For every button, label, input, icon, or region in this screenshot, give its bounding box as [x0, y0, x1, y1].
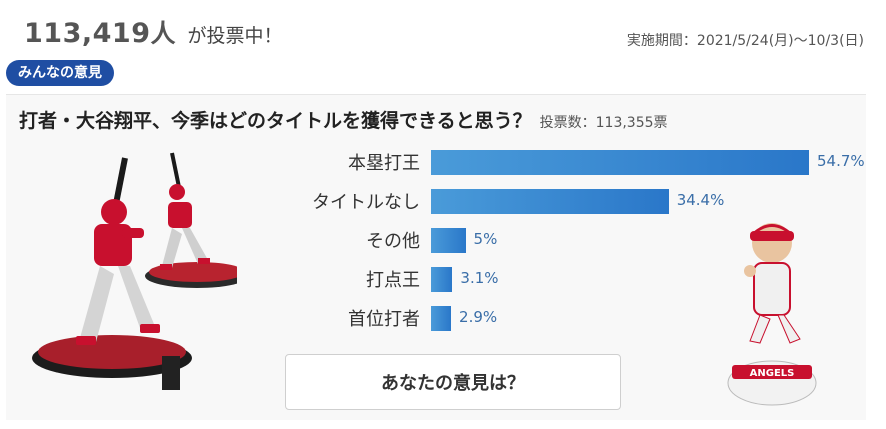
category-label: 首位打者 — [348, 309, 420, 330]
result-bar — [431, 267, 453, 292]
category-label: 本塁打王 — [348, 153, 420, 174]
category-label: その他 — [366, 231, 420, 252]
result-bar — [431, 306, 452, 331]
poll-question: 打者・大谷翔平、今季はどのタイトルを獲得できると思う？ 投票数：113,355票 — [19, 106, 668, 133]
voter-count-header: 113,419 人 が投票中！ — [24, 14, 283, 50]
question-text: 打者・大谷翔平、今季はどのタイトルを獲得できると思う？ — [19, 110, 532, 132]
result-bar — [431, 228, 466, 253]
category-label: タイトルなし — [312, 192, 420, 213]
percentage-label: 34.4% — [676, 191, 725, 209]
bobble-base-text: ANGELS — [750, 368, 795, 379]
percentage-label: 2.9% — [459, 308, 498, 326]
result-row: 本塁打王 54.7% — [290, 147, 870, 177]
result-row: 首位打者 2.9% — [290, 303, 870, 333]
result-row: 打点王 3.1% — [290, 264, 870, 294]
pitcher-bobblehead-image: ANGELS — [727, 223, 817, 406]
voter-count: 113,419 — [24, 18, 151, 49]
result-bar — [431, 150, 809, 175]
percentage-label: 5% — [473, 230, 498, 248]
voting-period: 実施期間：2021/5/24(月)～10/3(日) — [626, 33, 864, 49]
batter-figurine-image — [32, 152, 237, 390]
result-bar — [431, 189, 669, 214]
total-votes: 投票数：113,355票 — [539, 115, 668, 131]
result-row: タイトルなし 34.4% — [290, 186, 870, 216]
voter-suffix: が投票中！ — [187, 25, 283, 47]
percentage-label: 54.7% — [817, 152, 865, 170]
percentage-label: 3.1% — [460, 269, 499, 287]
result-row: その他 5% — [290, 225, 870, 255]
your-opinion-button[interactable]: あなたの意見は？ — [285, 354, 621, 410]
voter-unit: 人 — [150, 19, 176, 48]
category-label: 打点王 — [366, 270, 420, 291]
section-badge: みんなの意見 — [6, 60, 114, 86]
